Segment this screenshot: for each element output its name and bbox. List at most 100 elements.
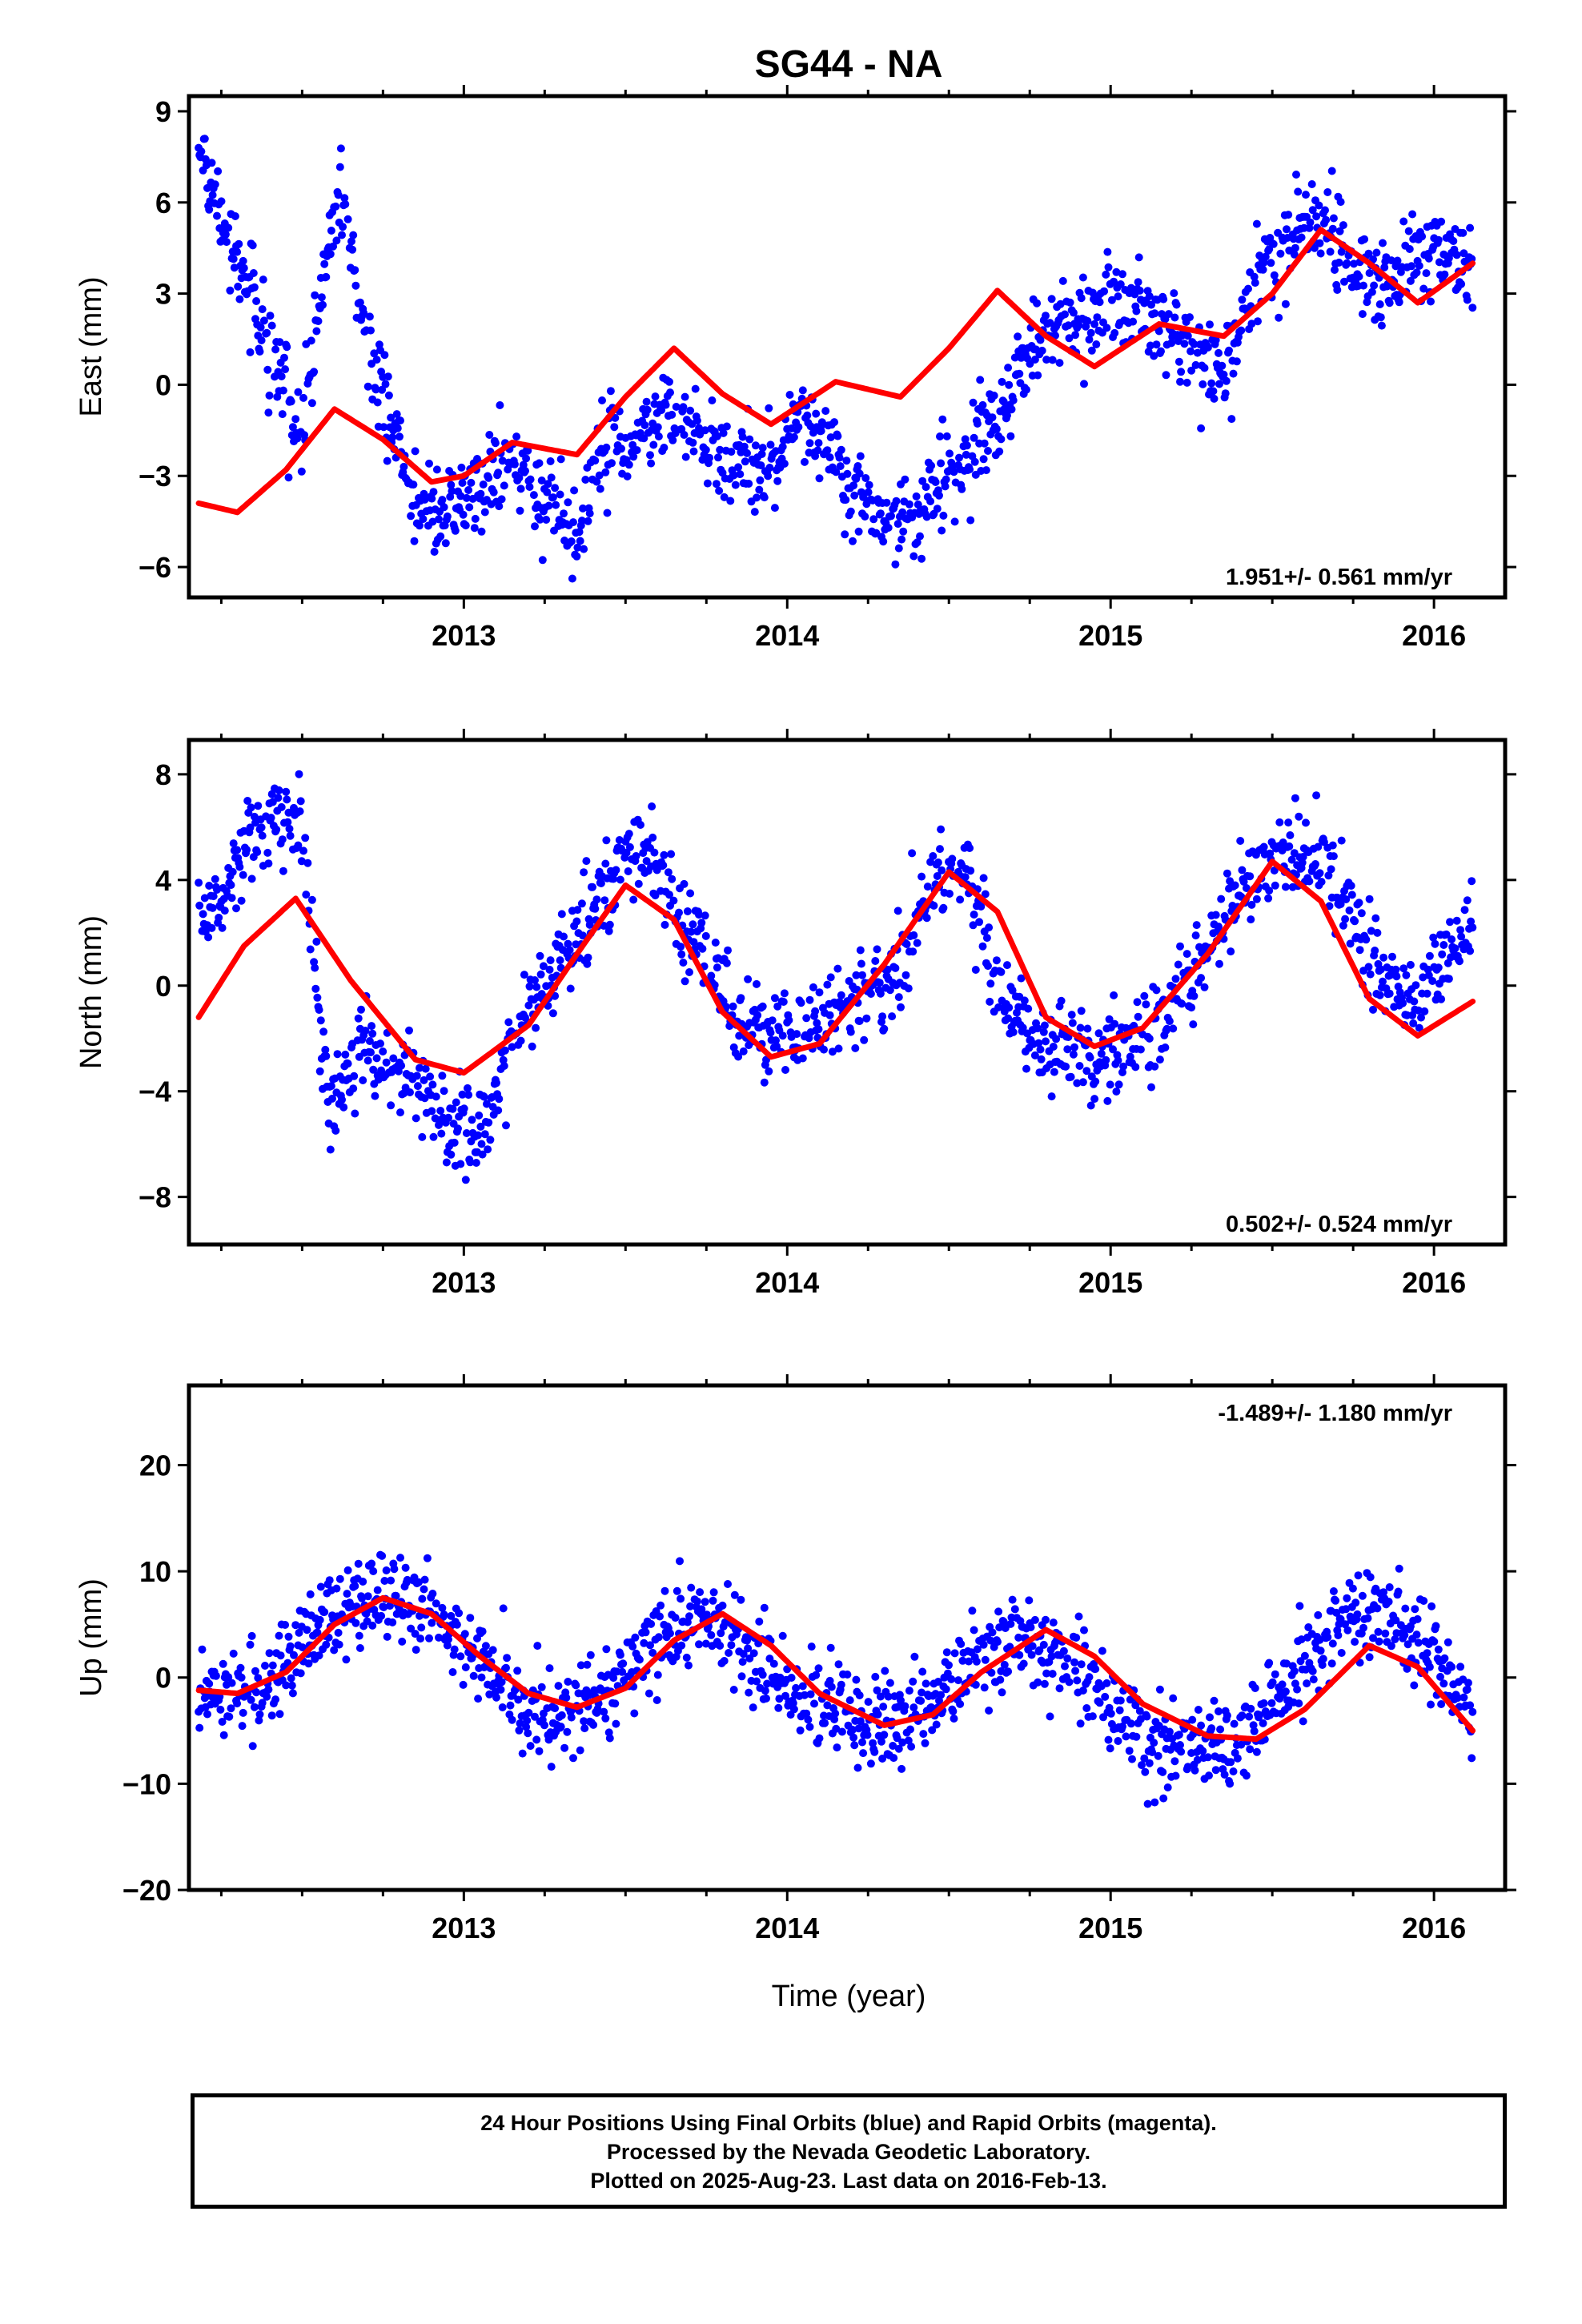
- data-point: [1057, 996, 1066, 1005]
- data-point: [912, 492, 921, 501]
- data-point: [830, 418, 839, 427]
- data-point: [969, 398, 978, 407]
- data-point: [412, 1072, 421, 1080]
- data-point: [901, 475, 909, 484]
- data-point: [1033, 299, 1042, 308]
- data-point: [1435, 258, 1443, 267]
- data-point: [962, 450, 970, 459]
- data-point: [412, 1646, 420, 1655]
- data-point: [513, 1667, 522, 1675]
- data-point: [195, 1723, 204, 1732]
- data-point: [865, 480, 873, 489]
- data-point: [456, 492, 465, 501]
- data-point: [850, 491, 859, 500]
- data-point: [469, 1671, 478, 1680]
- y-tick-label: −6: [139, 551, 171, 584]
- data-point: [1162, 371, 1170, 380]
- data-point: [653, 1671, 662, 1679]
- data-point: [205, 1679, 214, 1688]
- data-point: [905, 1687, 913, 1695]
- data-point: [547, 473, 556, 482]
- data-point: [1049, 1043, 1058, 1051]
- data-point: [479, 480, 488, 489]
- data-point: [1118, 1722, 1126, 1731]
- data-point: [516, 1036, 525, 1045]
- data-point: [406, 1088, 414, 1096]
- data-point: [1215, 380, 1223, 388]
- data-point: [1018, 1023, 1027, 1032]
- data-point: [334, 191, 343, 199]
- data-point: [1449, 237, 1458, 245]
- data-point: [284, 473, 293, 482]
- data-point: [567, 537, 576, 545]
- data-point: [729, 471, 738, 480]
- data-point: [716, 445, 725, 454]
- data-point: [576, 537, 584, 545]
- data-point: [1323, 188, 1332, 196]
- data-point: [1138, 1761, 1146, 1770]
- data-point: [265, 1649, 274, 1658]
- data-point: [208, 191, 217, 199]
- data-point: [596, 879, 605, 887]
- data-point: [988, 1628, 997, 1637]
- data-point: [1152, 986, 1161, 995]
- data-point: [568, 574, 576, 583]
- data-point: [1285, 842, 1294, 850]
- data-point: [1428, 977, 1437, 985]
- data-point: [1304, 1623, 1313, 1631]
- data-point: [526, 475, 535, 484]
- data-point: [1259, 265, 1267, 274]
- data-point: [612, 866, 620, 875]
- data-point: [1227, 1758, 1235, 1767]
- data-point: [973, 1645, 982, 1654]
- data-point: [267, 814, 275, 822]
- data-point: [845, 1696, 854, 1705]
- data-point: [516, 1719, 524, 1727]
- data-point: [755, 485, 764, 494]
- data-point: [1227, 415, 1236, 424]
- data-point: [866, 1759, 875, 1768]
- data-point: [413, 1082, 422, 1091]
- data-point: [1008, 1595, 1017, 1604]
- data-point: [393, 424, 402, 432]
- data-point: [849, 537, 857, 545]
- data-point: [259, 316, 268, 325]
- data-point: [1106, 1709, 1115, 1718]
- data-point: [229, 839, 238, 848]
- data-point: [1210, 394, 1219, 403]
- data-point: [871, 957, 880, 965]
- data-point: [217, 197, 226, 206]
- data-point: [1439, 941, 1448, 949]
- footer-line-2: Processed by the Nevada Geodetic Laborat…: [606, 2140, 1091, 2164]
- data-point: [1373, 928, 1382, 937]
- data-point: [457, 463, 466, 472]
- data-point: [464, 1084, 472, 1092]
- data-point: [1312, 212, 1321, 221]
- data-point: [798, 1682, 807, 1691]
- data-point: [661, 400, 670, 409]
- data-point: [1126, 283, 1135, 292]
- data-point: [1150, 1739, 1158, 1747]
- data-point: [1003, 411, 1011, 420]
- data-point: [970, 911, 978, 919]
- data-point: [365, 312, 374, 321]
- data-point: [525, 982, 534, 991]
- data-point: [267, 321, 276, 330]
- data-point: [418, 1594, 427, 1603]
- data-point: [478, 1627, 487, 1636]
- data-point: [459, 1680, 468, 1689]
- data-point: [718, 1601, 727, 1610]
- data-point: [1284, 818, 1293, 827]
- y-tick-label: −8: [139, 1181, 171, 1214]
- data-point: [1411, 1605, 1419, 1614]
- data-point: [278, 410, 287, 419]
- data-point: [999, 1618, 1008, 1626]
- data-point: [351, 1109, 359, 1118]
- data-point: [1250, 1727, 1259, 1735]
- data-point: [1419, 973, 1427, 982]
- data-point: [278, 835, 287, 844]
- data-point: [1112, 267, 1121, 276]
- data-point: [1176, 1741, 1184, 1749]
- data-point: [1300, 1651, 1309, 1660]
